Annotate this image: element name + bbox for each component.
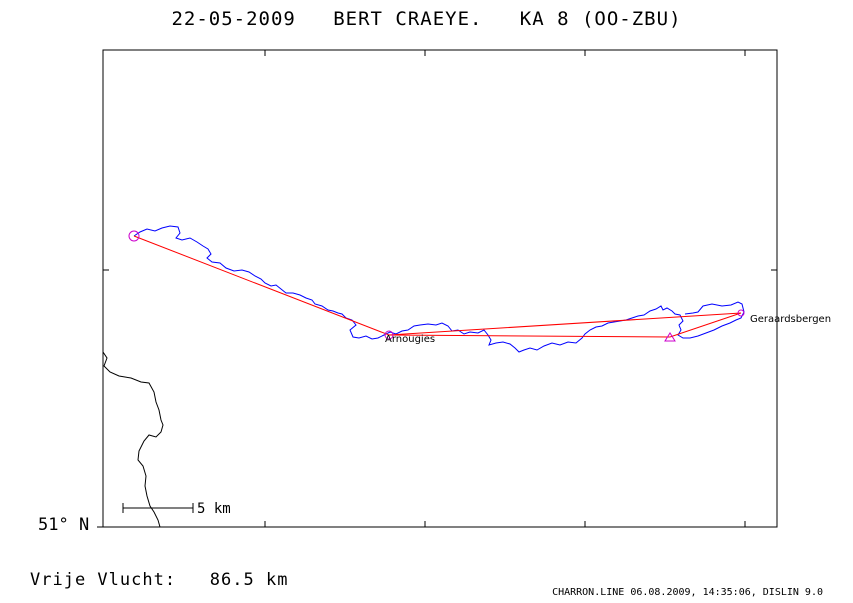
flight-track xyxy=(133,225,745,353)
scale-label: 5 km xyxy=(197,501,231,517)
place-label-geraardsbergen: Geraardsbergen xyxy=(750,314,831,325)
start-marker xyxy=(128,230,140,242)
distance-label: Vrije Vlucht: xyxy=(30,570,177,590)
latitude-label: 51° N xyxy=(38,515,90,535)
finish-marker xyxy=(664,332,676,342)
turnpoint-marker xyxy=(384,330,394,340)
frame-ticks xyxy=(97,50,777,528)
free-flight-distance: Vrije Vlucht: 86.5 km xyxy=(30,570,288,590)
task-line xyxy=(133,235,742,338)
turnpoint-marker xyxy=(737,309,745,317)
place-label-arnougies: Arnougies xyxy=(385,334,435,345)
map-title: 22-05-2009 BERT CRAEYE. KA 8 (OO-ZBU) xyxy=(0,8,853,30)
distance-value: 86.5 km xyxy=(209,570,289,590)
pilot-name: BERT CRAEYE. xyxy=(333,8,483,30)
map-frame xyxy=(102,49,778,528)
country-border xyxy=(102,351,164,528)
scale-bar xyxy=(122,503,194,513)
aircraft-name: KA 8 (OO-ZBU) xyxy=(519,8,682,30)
footer-credit: CHARRON.LINE 06.08.2009, 14:35:06, DISLI… xyxy=(552,587,823,598)
flight-date: 22-05-2009 xyxy=(171,8,296,30)
